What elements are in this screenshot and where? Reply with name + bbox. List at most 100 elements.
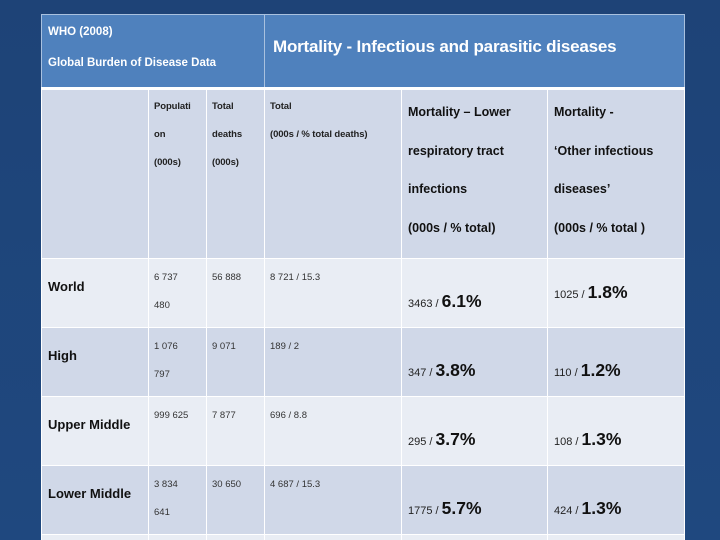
- table-row: World 6 737 480 56 888 8 721 / 15.3 3463…: [41, 258, 686, 328]
- header-text: (000s): [212, 157, 239, 168]
- population-cell: 999 625: [148, 396, 207, 466]
- total-cell: 4 687 / 15.3: [264, 465, 402, 535]
- column-header-row: Populati on (000s) Total deaths (000s) T…: [41, 88, 686, 259]
- header-text: Mortality – Lower: [408, 105, 511, 119]
- population-cell: 826 417: [148, 534, 207, 540]
- other-percent: 1.2%: [580, 360, 621, 380]
- other-absolute: 424: [554, 505, 573, 517]
- header-total-deaths: Total deaths (000s): [206, 88, 265, 259]
- total-value: 189 / 2: [270, 341, 300, 352]
- population-value: 1 076: [154, 341, 178, 352]
- header-region: [41, 88, 149, 259]
- header-lower-respiratory: Mortality – Lower respiratory tract infe…: [401, 88, 548, 259]
- other-cell: 1025 / 1.8%: [546, 258, 686, 328]
- other-absolute: 108: [554, 436, 573, 448]
- region-label: High: [48, 348, 77, 363]
- population-cell: 3 834 641: [148, 465, 207, 535]
- total-value: 4 687 / 15.3: [270, 479, 321, 490]
- lri-absolute: 347: [408, 367, 427, 379]
- region-cell: Lower Middle: [41, 465, 149, 535]
- header-text: deaths: [212, 129, 243, 140]
- total-deaths-cell: 9 290: [206, 534, 265, 540]
- other-cell: 383 / 4.1%: [546, 534, 686, 540]
- header-text: infections: [408, 182, 468, 196]
- separator: /: [572, 436, 582, 448]
- total-cell: 3 149 / 33.9: [264, 534, 402, 540]
- total-deaths-value: 30 650: [212, 479, 242, 490]
- header-text: (000s / % total deaths): [270, 129, 368, 140]
- total-deaths-value: 56 888: [212, 272, 242, 283]
- total-deaths-cell: 56 888: [206, 258, 265, 328]
- other-cell: 110 / 1.2%: [546, 327, 686, 397]
- header-text: diseases’: [554, 182, 611, 196]
- lri-percent: 6.1%: [441, 291, 482, 311]
- other-cell: 108 / 1.3%: [546, 396, 686, 466]
- table-title-cell: Mortality - Infectious and parasitic dis…: [263, 14, 686, 90]
- total-deaths-cell: 30 650: [206, 465, 265, 535]
- population-value: 480: [154, 300, 170, 311]
- separator: /: [578, 289, 588, 301]
- separator: /: [572, 505, 582, 517]
- lri-absolute: 3463: [408, 298, 433, 310]
- lri-cell: 1046 / 11.2%: [401, 534, 548, 540]
- separator: /: [432, 298, 442, 310]
- population-value: 797: [154, 369, 170, 380]
- table-title-row: WHO (2008) Global Burden of Disease Data…: [41, 14, 686, 90]
- header-text: respiratory tract: [408, 143, 504, 158]
- total-value: 8 721 / 15.3: [270, 272, 321, 283]
- lri-percent: 3.8%: [435, 360, 476, 380]
- total-cell: 189 / 2: [264, 327, 402, 397]
- table-row: Lower Middle 3 834 641 30 650 4 687 / 15…: [41, 465, 686, 535]
- other-percent: 1.3%: [581, 429, 622, 449]
- header-text: Mortality -: [554, 105, 614, 119]
- separator: /: [571, 367, 581, 379]
- lri-percent: 3.7%: [435, 429, 476, 449]
- header-text: (000s / % total ): [554, 220, 645, 235]
- region-cell: High: [41, 327, 149, 397]
- total-deaths-cell: 9 071: [206, 327, 265, 397]
- total-cell: 696 / 8.8: [264, 396, 402, 466]
- region-label: Lower Middle: [48, 486, 132, 501]
- header-other-infectious: Mortality - ‘Other infectious diseases’ …: [546, 88, 686, 259]
- header-text: (000s / % total): [408, 220, 496, 235]
- lri-cell: 347 / 3.8%: [401, 327, 548, 397]
- region-label: World: [48, 279, 85, 294]
- header-text: Total: [270, 101, 292, 112]
- population-cell: 1 076 797: [148, 327, 207, 397]
- population-value: [154, 437, 206, 465]
- population-value: 999 625: [154, 410, 189, 421]
- total-deaths-value: 9 071: [212, 341, 236, 352]
- region-label: Low: [42, 535, 148, 540]
- population-value: 6 737: [154, 272, 178, 283]
- table-row: Upper Middle 999 625 7 877 696 / 8.8 295…: [41, 396, 686, 466]
- population-value: 3 834: [154, 479, 178, 490]
- other-absolute: 110: [554, 367, 572, 379]
- total-deaths-cell: 7 877: [206, 396, 265, 466]
- region-cell: Upper Middle: [41, 396, 149, 466]
- total-value: 696 / 8.8: [270, 410, 307, 421]
- lri-absolute: 1775: [408, 505, 433, 517]
- region-cell: World: [41, 258, 149, 328]
- other-absolute: 1025: [554, 289, 579, 301]
- other-percent: 1.8%: [587, 282, 628, 302]
- other-cell: 424 / 1.3%: [546, 465, 686, 535]
- lri-percent: 5.7%: [441, 498, 482, 518]
- table-row: Low 826 417 9 290 3 149 / 33.9 1046 / 11…: [41, 534, 686, 540]
- population-value: 641: [154, 507, 170, 518]
- total-cell: 8 721 / 15.3: [264, 258, 402, 328]
- header-text: Populati: [154, 101, 191, 112]
- lri-cell: 295 / 3.7%: [401, 396, 548, 466]
- lri-absolute: 295: [408, 436, 427, 448]
- mortality-table: WHO (2008) Global Burden of Disease Data…: [41, 14, 686, 540]
- table-row: High 1 076 797 9 071 189 / 2 347 / 3.8% …: [41, 327, 686, 397]
- header-total: Total (000s / % total deaths): [264, 88, 402, 259]
- header-text: on: [154, 129, 166, 140]
- other-percent: 1.3%: [581, 498, 622, 518]
- lri-cell: 1775 / 5.7%: [401, 465, 548, 535]
- header-population: Populati on (000s): [148, 88, 207, 259]
- region-cell: Low: [41, 534, 149, 540]
- source-dataset: Global Burden of Disease Data: [48, 57, 217, 69]
- region-label: Upper Middle: [48, 417, 131, 432]
- lri-cell: 3463 / 6.1%: [401, 258, 548, 328]
